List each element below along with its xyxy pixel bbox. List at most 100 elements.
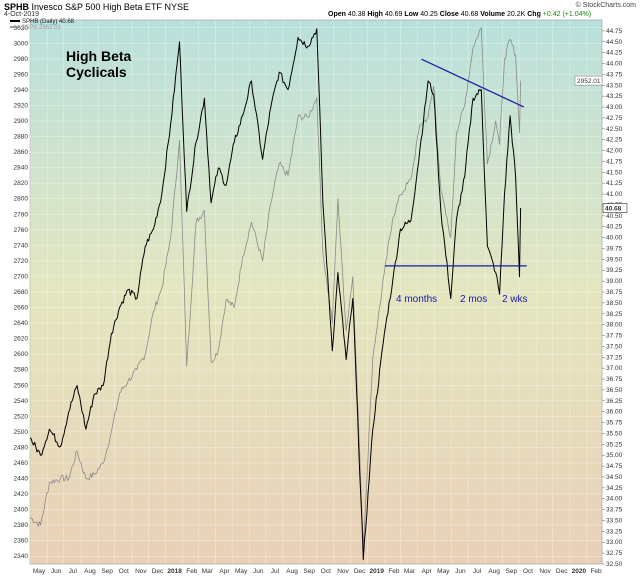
close-value: 40.68 [460, 11, 479, 18]
right-tick-label: 42.75 [606, 115, 623, 122]
right-tick-label: 39.00 [606, 278, 623, 285]
right-tick-label: 32.50 [606, 561, 623, 568]
right-tick-label: 37.75 [606, 333, 623, 340]
x-tick-label: Apr [422, 568, 433, 575]
right-tick-label: 43.25 [606, 93, 623, 100]
right-tick-label: 32.75 [606, 550, 623, 557]
x-tick-label: Dec [152, 568, 164, 575]
gridlines [29, 20, 602, 564]
x-tick-label: Jun [253, 568, 264, 575]
right-tick-label: 39.75 [606, 245, 623, 252]
right-tick-label: 35.75 [606, 420, 623, 427]
right-tick-label: 35.25 [606, 441, 623, 448]
left-tick-label: 2660 [14, 305, 29, 312]
right-tick-label: 37.25 [606, 354, 623, 361]
x-tick-label: Jul [69, 568, 78, 575]
left-tick-label: 2740 [14, 242, 29, 249]
right-tick-label: 34.75 [606, 463, 623, 470]
legend-sphb: SPHB (Daily) 40.68 [10, 19, 74, 25]
right-tick-label: 36.50 [606, 387, 623, 394]
right-tick-label: 34.25 [606, 485, 623, 492]
x-tick-label: Feb [590, 568, 602, 575]
left-tick-label: 2860 [14, 149, 29, 156]
right-tick-label: 44.25 [606, 50, 623, 57]
right-tick-label: 34.50 [606, 474, 623, 481]
series-layer [29, 27, 522, 561]
legend-spx: $SPX 2952.01 [10, 25, 74, 31]
left-tick-label: 2780 [14, 211, 29, 218]
left-tick-label: 2500 [14, 429, 29, 436]
right-tick-label: 41.75 [606, 158, 623, 165]
left-tick-label: 2720 [14, 258, 29, 265]
high-value: 40.69 [384, 11, 403, 18]
annotation-4-months: 4 months [396, 294, 438, 305]
right-tick-label: 39.50 [606, 256, 623, 263]
x-tick-label: May [33, 568, 46, 575]
left-tick-label: 2600 [14, 351, 29, 358]
left-tick-label: 2560 [14, 382, 29, 389]
right-axis: 32.50 32.75 33.00 33.25 33.50 33.75 34.00 34.25… [602, 28, 623, 568]
x-tick-label: Mar [202, 568, 214, 575]
left-tick-label: 2460 [14, 460, 29, 467]
security-name: Invesco S&P 500 High Beta ETF [31, 2, 162, 12]
right-tick-label: 44.50 [606, 39, 623, 46]
x-tick-label: Oct [523, 568, 533, 575]
x-tick-label: Apr [219, 568, 230, 575]
right-tick-label: 42.00 [606, 148, 623, 155]
x-tick-label: Oct [321, 568, 331, 575]
right-tick-label: 38.00 [606, 322, 623, 329]
x-tick-label: Feb [186, 568, 198, 575]
right-tick-label: 41.00 [606, 191, 623, 198]
right-tick-label: 40.00 [606, 235, 623, 242]
right-tick-label: 40.50 [606, 213, 623, 220]
right-tick-label: 38.50 [606, 300, 623, 307]
left-tick-label: 2620 [14, 336, 29, 343]
right-tick-label: 42.25 [606, 137, 623, 144]
left-tick-label: 2940 [14, 87, 29, 94]
annotation-2-mos: 2 mos [460, 294, 488, 305]
left-tick-label: 2520 [14, 413, 29, 420]
right-tick-label: 38.25 [606, 311, 623, 318]
x-tick-label: Nov [539, 568, 551, 575]
left-tick-label: 2440 [14, 476, 29, 483]
symbol: SPHB [4, 2, 30, 12]
exchange: NYSE [164, 2, 189, 12]
left-tick-label: 2900 [14, 118, 29, 125]
ohlc-readout: Open 40.38 High 40.69 Low 40.25 Close 40… [328, 11, 592, 18]
right-tick-label: 35.50 [606, 430, 623, 437]
x-tick-label: Dec [556, 568, 568, 575]
x-tick-label: Jul [473, 568, 482, 575]
x-tick-label: Sep [303, 568, 315, 575]
right-tick-label: 37.00 [606, 365, 623, 372]
resistance-trendline [421, 58, 525, 108]
right-tick-label: 37.50 [606, 343, 623, 350]
left-tick-label: 3000 [14, 40, 29, 47]
left-tick-label: 2980 [14, 56, 29, 63]
low-value: 40.25 [420, 11, 438, 18]
right-tick-label: 39.25 [606, 267, 623, 274]
x-tick-label: May [437, 568, 450, 575]
left-tick-label: 2360 [14, 538, 29, 545]
x-tick-label: Aug [84, 568, 96, 575]
right-tick-label: 33.00 [606, 539, 623, 546]
sphb-last-value-box [602, 203, 628, 213]
right-tick-label: 41.50 [606, 169, 623, 176]
left-tick-label: 2380 [14, 522, 29, 529]
sphb-last-value-label: 40.68 [605, 206, 622, 213]
left-axis: 2340 2360 2380 2400 2420 2440 2460 2480 2500 2520… [14, 25, 29, 560]
x-tick-label: Dec [354, 568, 366, 575]
left-tick-label: 2400 [14, 507, 29, 514]
series-line-sphb [29, 28, 522, 561]
left-tick-label: 2760 [14, 227, 29, 234]
chart-title: High Beta Cyclicals [66, 48, 132, 80]
left-tick-label: 2480 [14, 444, 29, 451]
left-tick-label: 2340 [14, 553, 29, 560]
left-tick-label: 2840 [14, 165, 29, 172]
x-tick-label: Aug [286, 568, 298, 575]
x-tick-label: Sep [506, 568, 518, 575]
x-tick-label: Nov [337, 568, 349, 575]
x-tick-label: Oct [119, 568, 129, 575]
left-tick-label: 2880 [14, 134, 29, 141]
x-tick-label: Jul [271, 568, 280, 575]
x-tick-label: Nov [135, 568, 147, 575]
